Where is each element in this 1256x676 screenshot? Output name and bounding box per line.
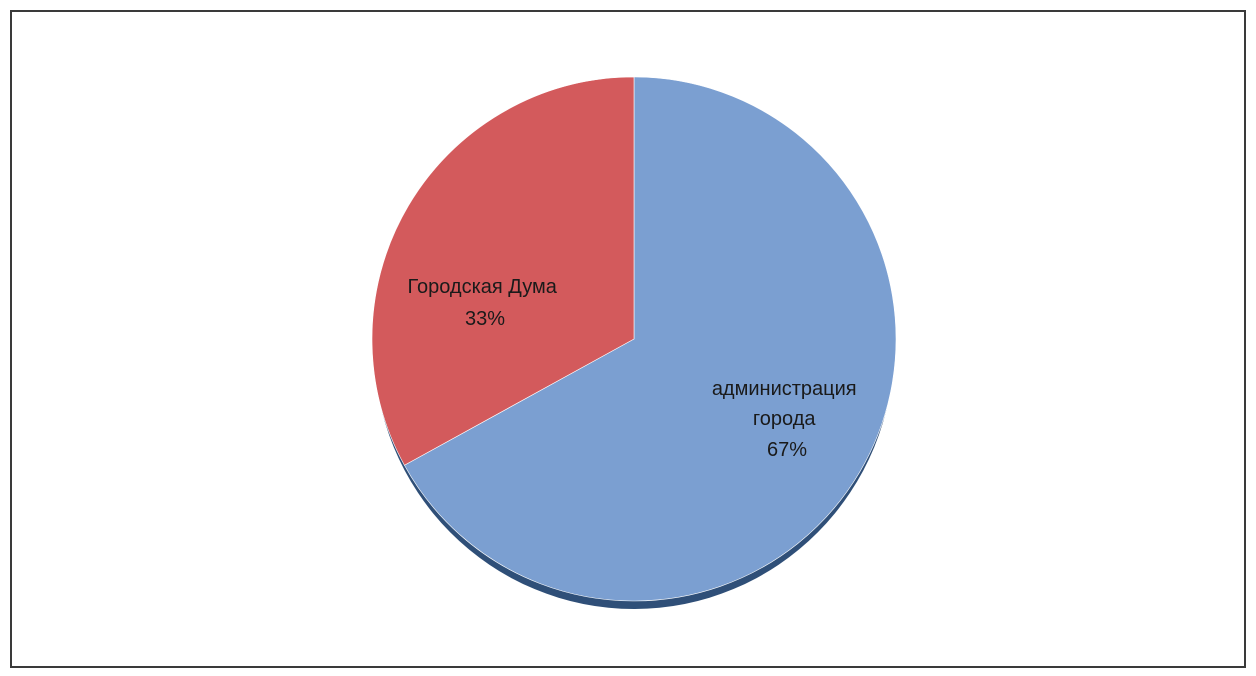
data-label-administration-percent: 67% — [767, 439, 807, 461]
pie-slice-administration — [404, 76, 897, 602]
pie-slice-city-duma — [371, 76, 635, 466]
data-label-city-duma-line1: Городская Дума — [408, 276, 558, 298]
data-label-city-duma-percent: 33% — [465, 308, 505, 330]
data-label-city-duma: Городская Дума 33% — [408, 276, 563, 330]
data-label-administration-line2: города — [753, 408, 816, 430]
pie-slices — [371, 76, 897, 609]
data-label-administration: администрация города 67% — [712, 378, 862, 461]
data-labels: администрация города 67% Городская Дума … — [408, 276, 862, 461]
data-label-administration-line1: администрация — [712, 378, 857, 400]
